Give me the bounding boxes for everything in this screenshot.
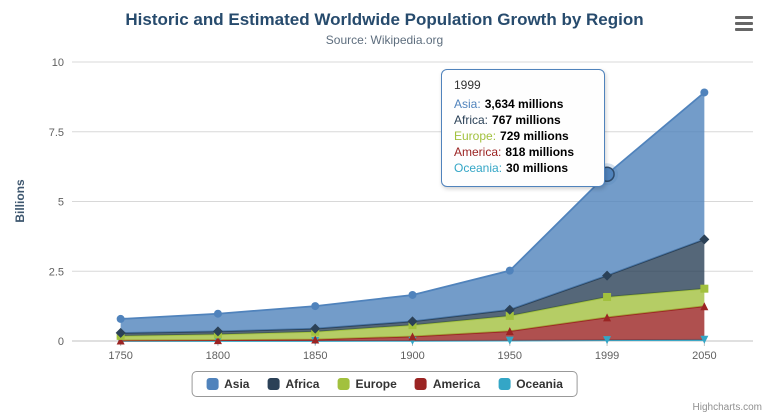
- legend-marker-asia: [206, 378, 219, 390]
- tooltip-series-label: Europe:: [454, 129, 497, 143]
- area-asia[interactable]: [120, 92, 705, 333]
- export-menu-button[interactable]: [733, 12, 759, 34]
- tooltip-series-value: 30 millions: [506, 161, 569, 175]
- marker-africa-1750[interactable]: [115, 327, 126, 338]
- marker-asia-1800[interactable]: [213, 309, 222, 318]
- tooltip-series-value: 729 millions: [500, 129, 569, 143]
- marker-oceania-2050[interactable]: [700, 335, 709, 344]
- marker-america-1999[interactable]: [603, 313, 612, 322]
- y-axis-label: 5: [58, 197, 64, 209]
- x-axis-label: 1850: [303, 350, 327, 362]
- marker-africa-1950[interactable]: [504, 304, 515, 315]
- legend-item-oceania[interactable]: Oceania: [498, 377, 563, 391]
- marker-europe-2050[interactable]: [700, 284, 709, 293]
- marker-asia-1950[interactable]: [505, 266, 514, 275]
- tooltip-row: Africa: 767 millions: [454, 113, 592, 127]
- tooltip-series-value: 818 millions: [505, 145, 575, 159]
- x-axis-label: 1999: [595, 350, 619, 362]
- legend-item-africa[interactable]: Africa: [267, 377, 319, 391]
- tooltip-row: Oceania: 30 millions: [454, 161, 592, 175]
- marker-africa-1850[interactable]: [310, 323, 321, 334]
- tooltip-series-label: Africa:: [454, 113, 489, 127]
- marker-america-1950[interactable]: [505, 327, 514, 336]
- y-axis-label: 10: [52, 57, 64, 69]
- legend-label-europe: Europe: [355, 377, 397, 391]
- legend-item-america[interactable]: America: [414, 377, 481, 391]
- tooltip-row: America: 818 millions: [454, 145, 592, 159]
- x-axis-label: 1750: [108, 350, 132, 362]
- legend-marker-oceania: [498, 378, 511, 390]
- tooltip-row: Europe: 729 millions: [454, 129, 592, 143]
- chart-title: Historic and Estimated Worldwide Populat…: [125, 10, 644, 29]
- x-axis-label: 1950: [498, 350, 522, 362]
- marker-africa-1800[interactable]: [212, 326, 223, 337]
- marker-asia-1750[interactable]: [116, 314, 125, 323]
- legend-marker-africa: [267, 378, 280, 390]
- area-africa[interactable]: [120, 239, 705, 336]
- hamburger-icon: [735, 15, 757, 31]
- marker-europe-1950[interactable]: [505, 311, 514, 320]
- legend-marker-america: [414, 378, 427, 390]
- legend-label-africa: Africa: [285, 377, 320, 391]
- marker-europe-1999[interactable]: [603, 293, 612, 302]
- marker-asia-1900[interactable]: [408, 290, 417, 299]
- legend-item-europe[interactable]: Europe: [337, 377, 397, 391]
- y-axis-label: 7.5: [49, 127, 64, 139]
- tooltip-row: Asia: 3,634 millions: [454, 97, 592, 111]
- tooltip-series-value: 767 millions: [492, 113, 561, 127]
- x-axis-label: 1800: [206, 350, 230, 362]
- marker-africa-1900[interactable]: [407, 316, 418, 327]
- legend-item-asia[interactable]: Asia: [206, 377, 249, 391]
- tooltip-header: 1999: [454, 78, 481, 92]
- legend-label-oceania: Oceania: [516, 377, 563, 391]
- marker-africa-1999[interactable]: [602, 270, 613, 281]
- legend-label-asia: Asia: [224, 377, 250, 391]
- y-axis-title: Billions: [13, 179, 27, 223]
- legend-marker-europe: [337, 378, 350, 390]
- area-america[interactable]: [120, 306, 705, 341]
- marker-america-1800[interactable]: [213, 336, 222, 345]
- legend-label-america: America: [432, 377, 481, 391]
- y-axis-label: 0: [58, 336, 64, 348]
- tooltip-series-label: America:: [454, 145, 502, 159]
- marker-asia-2050[interactable]: [700, 88, 709, 97]
- x-axis-label: 1900: [400, 350, 424, 362]
- tooltip-series-label: Oceania:: [454, 161, 503, 175]
- marker-oceania-1950[interactable]: [505, 336, 514, 345]
- marker-america-1750[interactable]: [116, 336, 125, 345]
- y-axis-label: 2.5: [49, 266, 64, 278]
- tooltip-series-value: 3,634 millions: [484, 97, 564, 111]
- marker-africa-2050[interactable]: [699, 234, 710, 245]
- legend: Asia Africa Europe America Oceania: [191, 371, 578, 397]
- chart-subtitle: Source: Wikipedia.org: [325, 33, 444, 47]
- x-axis-label: 2050: [692, 350, 716, 362]
- tooltip-series-label: Asia:: [454, 97, 481, 111]
- marker-asia-1850[interactable]: [311, 302, 320, 311]
- tooltip: 1999 Asia: 3,634 millions Africa: 767 mill…: [441, 69, 605, 187]
- marker-america-1900[interactable]: [408, 332, 417, 341]
- marker-oceania-1999[interactable]: [603, 336, 612, 345]
- marker-america-1850[interactable]: [311, 335, 320, 344]
- highcharts-credits-link[interactable]: Highcharts.com: [692, 402, 762, 413]
- marker-america-2050[interactable]: [700, 302, 709, 311]
